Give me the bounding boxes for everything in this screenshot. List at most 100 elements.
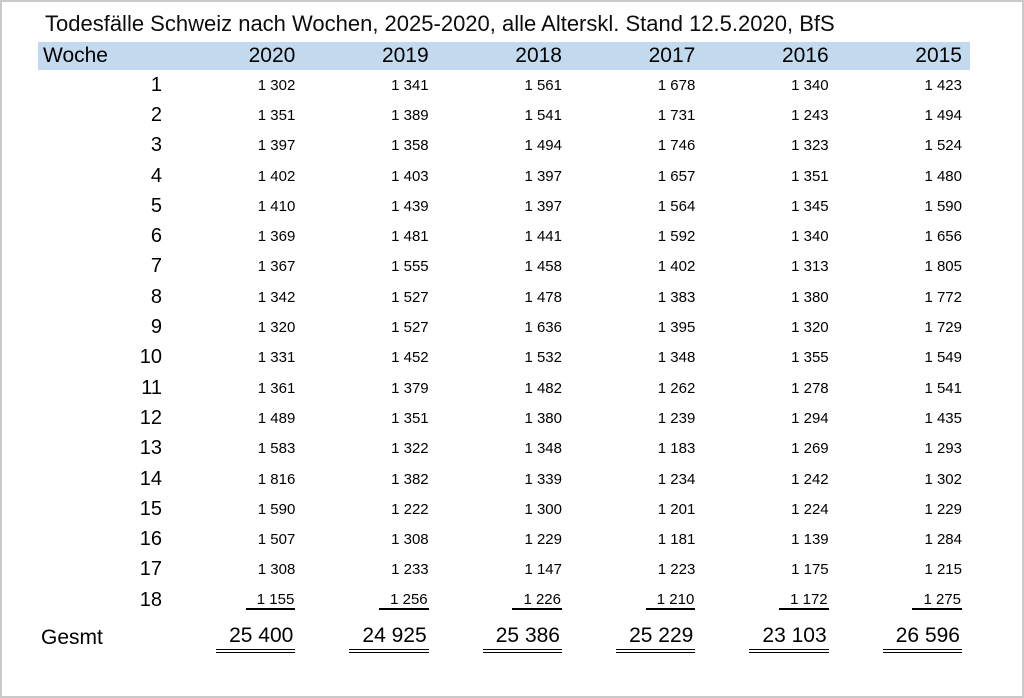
year-total-cell: 26 596 [837, 624, 970, 653]
death-count-cell: 1 410 [257, 197, 296, 215]
death-count-cell: 1 155 [170, 591, 303, 610]
death-count-cell: 1 256 [303, 591, 436, 610]
death-count-cell: 1 729 [924, 319, 962, 337]
death-count-cell: 1 367 [257, 258, 296, 276]
death-count-cell: 1 397 [524, 167, 562, 185]
year-total-cell: 24 925 [303, 624, 436, 653]
death-count-cell: 1 340 [791, 76, 829, 94]
table-row-week-9: 9 1 320 1 527 1 636 1 395 1 320 1 729 [38, 312, 970, 342]
table-body: 1 1 302 1 341 1 561 1 678 1 340 1 423 2 1 351 1 3… [38, 70, 970, 615]
table-row-week-6: 6 1 369 1 481 1 441 1 592 1 340 1 656 [38, 221, 970, 251]
death-count-cell: 1 561 [524, 76, 562, 94]
death-count-cell: 1 397 [524, 197, 562, 215]
table-row-week-5: 5 1 410 1 439 1 397 1 564 1 345 1 590 [38, 191, 970, 221]
column-header-2017: 2017 [648, 44, 696, 67]
death-count-cell: 1 369 [257, 228, 296, 246]
table-row-week-2: 2 1 351 1 389 1 541 1 731 1 243 1 494 [38, 100, 970, 130]
death-count-cell: 1 403 [391, 167, 429, 185]
table-row-week-4: 4 1 402 1 403 1 397 1 657 1 351 1 480 [38, 161, 970, 191]
death-count-cell: 1 524 [924, 137, 962, 155]
death-count-cell: 1 458 [524, 258, 562, 276]
death-count-cell: 1 351 [391, 409, 429, 427]
death-count-cell: 1 489 [257, 409, 296, 427]
table-row-week-1: 1 1 302 1 341 1 561 1 678 1 340 1 423 [38, 70, 970, 100]
table-row-week-17: 17 1 308 1 233 1 147 1 223 1 175 1 215 [38, 555, 970, 585]
death-count-cell: 1 746 [657, 137, 696, 155]
death-count-cell: 1 175 [791, 561, 829, 579]
table-row-week-14: 14 1 816 1 382 1 339 1 234 1 242 1 302 [38, 464, 970, 494]
table-header-row: Woche 2020 2019 2018 2017 2016 2015 [38, 42, 970, 70]
death-count-cell: 1 402 [257, 167, 296, 185]
year-total-cell: 25 400 [170, 624, 303, 653]
death-count-cell: 1 226 [437, 591, 570, 610]
death-count-cell: 1 731 [657, 106, 696, 124]
death-count-cell: 1 284 [924, 531, 962, 549]
table-row-week-18: 18 1 155 1 256 1 226 1 210 1 172 1 275 [38, 585, 970, 615]
death-count-cell: 1 147 [524, 561, 562, 579]
death-count-cell: 1 224 [791, 500, 829, 518]
death-count-cell: 1 397 [257, 137, 296, 155]
death-count-cell: 1 278 [791, 379, 829, 397]
death-count-cell: 1 223 [657, 561, 696, 579]
death-count-cell: 1 480 [924, 167, 962, 185]
deaths-table: Woche 2020 2019 2018 2017 2016 2015 1 1 302 1 3… [38, 42, 970, 661]
death-count-cell: 1 355 [791, 349, 829, 367]
death-count-cell: 1 201 [657, 500, 696, 518]
death-count-cell: 1 313 [791, 258, 829, 276]
death-count-cell: 1 452 [391, 349, 429, 367]
death-count-cell: 1 772 [924, 288, 962, 306]
death-count-cell: 1 320 [791, 319, 829, 337]
death-count-cell: 1 269 [791, 440, 829, 458]
week-number: 10 [139, 346, 162, 369]
death-count-cell: 1 331 [257, 349, 296, 367]
week-number: 9 [150, 316, 162, 339]
death-count-cell: 1 590 [257, 500, 296, 518]
column-header-2016: 2016 [781, 44, 829, 67]
year-total-cell: 25 386 [437, 624, 570, 653]
death-count-cell: 1 300 [524, 500, 562, 518]
death-count-cell: 1 383 [657, 288, 696, 306]
death-count-cell: 1 549 [924, 349, 962, 367]
death-count-cell: 1 348 [524, 440, 562, 458]
death-count-cell: 1 139 [791, 531, 829, 549]
week-number: 16 [139, 528, 162, 551]
week-number: 14 [139, 467, 162, 490]
death-count-cell: 1 395 [657, 319, 696, 337]
death-count-cell: 1 293 [924, 440, 962, 458]
death-count-cell: 1 302 [257, 76, 296, 94]
week-number: 8 [150, 285, 162, 308]
death-count-cell: 1 678 [657, 76, 696, 94]
week-number: 4 [150, 164, 162, 187]
death-count-cell: 1 592 [657, 228, 696, 246]
week-number: 3 [150, 134, 162, 157]
table-row-week-11: 11 1 361 1 379 1 482 1 262 1 278 1 541 [38, 373, 970, 403]
week-number: 2 [150, 103, 162, 126]
death-count-cell: 1 380 [791, 288, 829, 306]
column-header-2019: 2019 [381, 44, 429, 67]
death-count-cell: 1 242 [791, 470, 829, 488]
totals-row: Gesmt 25 400 24 925 25 386 25 229 23 103 26 5… [38, 615, 970, 661]
table-row-week-16: 16 1 507 1 308 1 229 1 181 1 139 1 284 [38, 524, 970, 554]
death-count-cell: 1 239 [657, 409, 696, 427]
death-count-cell: 1 222 [391, 500, 429, 518]
death-count-cell: 1 423 [924, 76, 962, 94]
death-count-cell: 1 532 [524, 349, 562, 367]
table-row-week-15: 15 1 590 1 222 1 300 1 201 1 224 1 229 [38, 494, 970, 524]
year-total-cell: 23 103 [703, 624, 836, 653]
death-count-cell: 1 172 [703, 591, 836, 610]
week-number: 1 [150, 73, 162, 96]
death-count-cell: 1 275 [837, 591, 970, 610]
death-count-cell: 1 541 [924, 379, 962, 397]
table-row-week-12: 12 1 489 1 351 1 380 1 239 1 294 1 435 [38, 403, 970, 433]
death-count-cell: 1 478 [524, 288, 562, 306]
death-count-cell: 1 234 [657, 470, 696, 488]
death-count-cell: 1 541 [524, 106, 562, 124]
death-count-cell: 1 210 [570, 591, 703, 610]
totals-label: Gesmt [41, 626, 103, 650]
table-row-week-3: 3 1 397 1 358 1 494 1 746 1 323 1 524 [38, 131, 970, 161]
death-count-cell: 1 527 [391, 288, 429, 306]
death-count-cell: 1 564 [657, 197, 696, 215]
death-count-cell: 1 805 [924, 258, 962, 276]
death-count-cell: 1 816 [257, 470, 296, 488]
